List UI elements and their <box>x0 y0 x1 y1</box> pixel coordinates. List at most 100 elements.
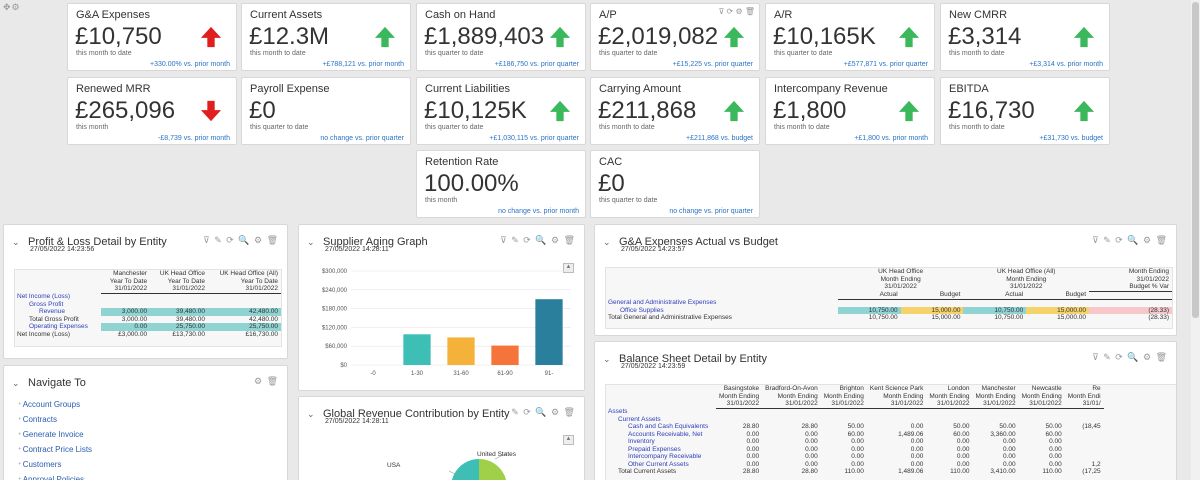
nav-link[interactable]: ⁺Approval Policies <box>18 475 92 480</box>
table-cell: 0.00 <box>805 445 818 453</box>
export-icon[interactable]: ▲ <box>563 435 574 445</box>
bs-table-container[interactable]: Basingstoke Bradford-On-Avon Brighton Kent … <box>605 384 1176 480</box>
bs-column-header: Month Ending <box>719 392 760 400</box>
nav-link[interactable]: ⁺Contracts <box>18 415 92 424</box>
kpi-title: EBITDA <box>949 83 989 95</box>
kpi-card[interactable]: Cash on Hand £1,889,403 this quarter to da… <box>416 3 586 71</box>
kpi-actions[interactable]: ⊽ ⟳ ⚙ 🗑 <box>718 7 755 16</box>
nav-link[interactable]: ⁺Generate Invoice <box>18 430 92 439</box>
nav-link[interactable]: ⁺Contract Price Lists <box>18 445 92 454</box>
table-cell <box>901 299 964 307</box>
chevron-down-icon[interactable]: ⌄ <box>603 354 611 364</box>
kpi-period: this month to date <box>76 50 132 57</box>
scrollbar-thumb[interactable] <box>1192 2 1199 318</box>
kpi-card[interactable]: Payroll Expense £0 this quarter to date no … <box>241 77 411 145</box>
row-label: Office Supplies <box>620 306 664 314</box>
pl-panel: ⌄ Profit & Loss Detail by Entity 27/05/20… <box>3 224 288 359</box>
panel-actions[interactable]: ⊽ ✎ ⟳ 🔍 ⚙ 🗑 <box>500 235 576 245</box>
bs-column-header: 31/01/2022 <box>762 400 821 409</box>
kpi-period: this month to date <box>250 50 306 57</box>
bs-column-header: 31/01/2022 <box>866 400 927 409</box>
pie-slice-united-states <box>479 459 507 480</box>
gae-table-container[interactable]: UK Head Office UK Head Office (All) Month … <box>605 267 1173 329</box>
bullet-icon: ⁺ <box>18 417 22 424</box>
gear-icon[interactable]: ⚙ <box>11 2 21 12</box>
table-cell: 0.00 <box>910 445 924 453</box>
scrollbar[interactable] <box>1191 0 1200 480</box>
table-row: Office Supplies 10,750.00 15,000.00 10,750.… <box>606 306 1172 314</box>
kpi-period: this quarter to date <box>425 124 484 131</box>
kpi-card[interactable]: Carrying Amount £211,868 this month to dat… <box>590 77 760 145</box>
table-row: Net Income (Loss) £3,000.00 £13,730.00 £16,… <box>15 331 281 339</box>
table-cell <box>716 416 762 424</box>
chevron-down-icon[interactable]: ⌄ <box>12 237 20 247</box>
arrow-up-icon <box>723 100 745 122</box>
table-cell <box>973 416 1019 424</box>
table-cell: 0.00 <box>746 453 760 460</box>
kpi-card[interactable]: A/R £10,165K this quarter to date +£577,871… <box>765 3 935 71</box>
table-cell: 110.00 <box>1042 468 1062 475</box>
kpi-card[interactable]: Current Liabilities £10,125K this quarter … <box>416 77 586 145</box>
panel-actions[interactable]: ⊽ ✎ ⟳ 🔍 ⚙ 🗑 <box>1092 352 1168 362</box>
kpi-card[interactable]: CAC £0 this quarter to date no change vs. p… <box>590 150 760 218</box>
table-cell <box>208 301 281 309</box>
header-cell <box>606 385 716 393</box>
kpi-title: CAC <box>599 156 623 168</box>
row-label: Total General and Administrative Expense… <box>608 314 732 321</box>
supplier-aging-panel: ⌄ Supplier Aging Graph 27/05/2022 14:28:1… <box>298 224 585 391</box>
x-tick-label: -0 <box>370 371 376 377</box>
export-icon[interactable]: ▲ <box>563 263 574 273</box>
bs-column-header: Bradford-On-Avon <box>765 385 818 392</box>
table-cell: 0.00 <box>1002 445 1016 453</box>
kpi-card[interactable]: Current Assets £12.3M this month to date +£… <box>241 3 411 71</box>
gae-group-header: Month Ending <box>1006 275 1047 283</box>
gae-table: UK Head Office UK Head Office (All) Month … <box>606 268 1172 322</box>
nav-link[interactable]: ⁺Customers <box>18 460 92 469</box>
panel-actions[interactable]: ⊽ ✎ ⟳ 🔍 ⚙ 🗑 <box>203 235 279 245</box>
kpi-card[interactable]: G&A Expenses £10,750 this month to date +33… <box>67 3 237 71</box>
y-tick-label: $60,000 <box>325 344 347 350</box>
bs-column-header: Month Ending <box>823 392 864 400</box>
kpi-card[interactable]: EBITDA £16,730 this month to date +£31,730 … <box>940 77 1110 145</box>
gae-group-header: UK Head Office (All) <box>997 268 1056 275</box>
panel-actions[interactable]: ✎ ⟳ 🔍 ⚙ 🗑 <box>511 407 576 417</box>
pl-table-container[interactable]: Manchester UK Head Office UK Head Office (… <box>14 269 282 347</box>
kpi-title: Current Liabilities <box>425 83 510 95</box>
move-icon[interactable]: ✥ <box>3 2 12 12</box>
x-tick-label: 31-60 <box>453 371 469 377</box>
row-label: Current Assets <box>618 415 661 423</box>
header-cell <box>1089 291 1172 300</box>
nav-list: ⁺Account Groups ⁺Contracts ⁺Generate Invoi… <box>18 400 92 480</box>
kpi-card[interactable]: A/P £2,019,082 this quarter to date +£15,22… <box>590 3 760 71</box>
panel-actions[interactable]: ⊽ ✎ ⟳ 🔍 ⚙ 🗑 <box>1092 235 1168 245</box>
panel-actions[interactable]: ⚙ 🗑 <box>254 376 279 386</box>
table-cell: 0.00 <box>805 430 818 438</box>
table-cell: 28.80 <box>742 423 760 430</box>
chevron-down-icon[interactable]: ⌄ <box>603 237 611 247</box>
gae-group-header: 31/01/2022 <box>1009 283 1043 291</box>
gae-subheader-row: Actual Budget Actual Budget <box>606 291 1172 300</box>
chevron-down-icon[interactable]: ⌄ <box>307 409 315 419</box>
kpi-card[interactable]: New CMRR £3,314 this month to date +£3,314 … <box>940 3 1110 71</box>
bs-column-header: Kent Science Park <box>869 385 924 392</box>
table-cell: 0.00 <box>1002 453 1016 460</box>
kpi-value: £211,868 <box>598 97 697 124</box>
balance-sheet-panel: ⌄ Balance Sheet Detail by Entity 27/05/20… <box>594 341 1177 480</box>
kpi-period: this quarter to date <box>250 124 309 131</box>
arrow-up-icon <box>200 26 222 48</box>
table-cell: 42,480.00 <box>249 315 278 323</box>
kpi-card[interactable]: Intercompany Revenue £1,800 this month to … <box>765 77 935 145</box>
chevron-down-icon[interactable]: ⌄ <box>307 237 315 247</box>
dashboard-tools[interactable]: ✥⚙ <box>3 2 21 13</box>
kpi-card[interactable]: Renewed MRR £265,096 this month -£8,739 vs.… <box>67 77 237 145</box>
header-cell <box>15 285 101 293</box>
table-cell: 0.00 <box>851 460 864 468</box>
panel-timestamp: 27/05/2022 14:23:59 <box>621 363 686 370</box>
panel-title: Profit & Loss Detail by Entity <box>28 236 167 248</box>
pl-column-header: 31/01/2022 <box>150 285 208 294</box>
table-cell: 39,480.00 <box>150 308 208 316</box>
nav-link[interactable]: ⁺Account Groups <box>18 400 92 409</box>
chevron-down-icon[interactable]: ⌄ <box>12 378 20 388</box>
kpi-card[interactable]: Retention Rate 100.00% this month no change… <box>416 150 586 218</box>
header-cell <box>606 268 838 276</box>
